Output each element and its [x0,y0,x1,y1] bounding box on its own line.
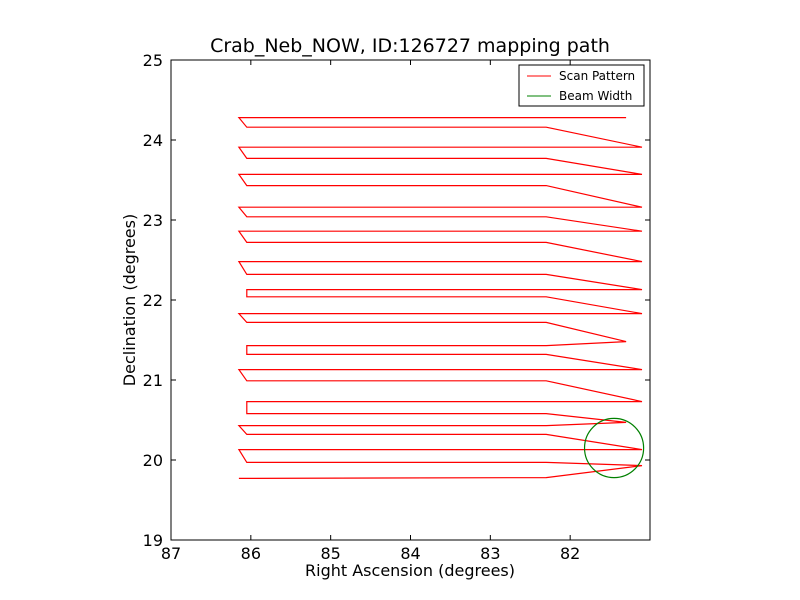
x-tick-label: 83 [480,544,500,563]
y-tick-label: 19 [143,531,163,550]
x-tick-label: 87 [161,544,181,563]
x-tick-label: 84 [400,544,420,563]
scan-pattern-line [237,116,643,479]
y-tick-label: 24 [143,131,163,150]
legend-box [518,64,645,107]
y-tick-label: 20 [143,451,163,470]
beam-width-circle [583,417,645,479]
y-tick-label: 21 [143,371,163,390]
y-tick-label: 22 [143,291,163,310]
legend: Scan Pattern Beam Width [518,64,645,107]
y-tick-label: 25 [143,51,163,70]
x-tick-label: 86 [241,544,261,563]
x-tick-label: 85 [320,544,340,563]
y-tick-label: 23 [143,211,163,230]
legend-label-beam-width: Beam Width [559,89,632,103]
y-axis-label: Declination (degrees) [120,214,139,386]
plot-area [171,60,650,540]
legend-label-scan-pattern: Scan Pattern [559,69,635,83]
x-axis-ticks: 87 86 85 84 83 82 [161,60,580,563]
x-axis-label: Right Ascension (degrees) [305,561,515,580]
x-tick-label: 82 [560,544,580,563]
data-layer [237,116,645,479]
y-axis-ticks: 19 20 21 22 23 24 25 [143,51,650,550]
chart-title: Crab_Neb_NOW, ID:126727 mapping path [210,35,610,57]
